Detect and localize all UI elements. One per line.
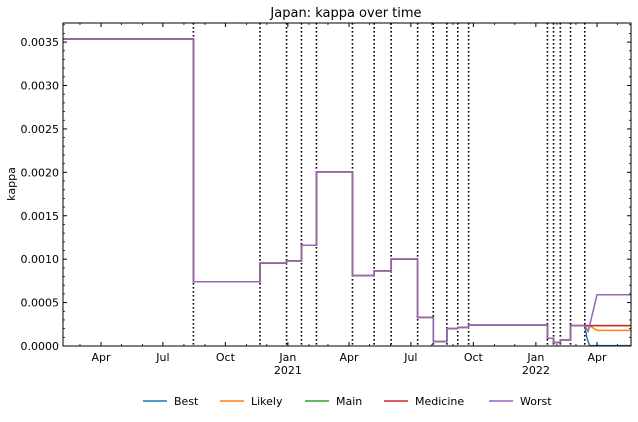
y-tick-label: 0.0015 <box>21 210 60 223</box>
y-tick-label: 0.0005 <box>21 297 60 310</box>
x-tick-label: Oct <box>464 351 484 364</box>
y-tick-label: 0.0025 <box>21 123 60 136</box>
series-line-likely <box>63 38 631 344</box>
chart-title: Japan: kappa over time <box>269 6 421 21</box>
legend-item-main: Main <box>305 395 362 408</box>
y-tick-label: 0.0020 <box>21 166 60 179</box>
legend-label-best: Best <box>174 395 199 408</box>
series-line-medicine <box>63 38 631 344</box>
plot-frame <box>62 22 632 347</box>
x-tick-year-label: 2022 <box>522 364 550 377</box>
legend-label-main: Main <box>336 395 362 408</box>
legend: Best Likely Main Medicine Worst <box>143 395 552 408</box>
x-tick-label: Jul <box>155 351 169 364</box>
plot-layer: 0.0000 0.0005 0.0010 0.0015 0.0020 0.0025 0.00… <box>21 22 632 377</box>
x-tick-label: Apr <box>340 351 360 364</box>
x-tick-year-label: 2021 <box>274 364 302 377</box>
x-tick-label: Apr <box>588 351 608 364</box>
legend-label-worst: Worst <box>520 395 552 408</box>
y-axis-label: kappa <box>5 167 18 201</box>
y-tick-label: 0.0000 <box>21 340 60 353</box>
y-tick-label: 0.0035 <box>21 36 60 49</box>
x-tick-label: Jan <box>526 351 544 364</box>
legend-label-likely: Likely <box>251 395 283 408</box>
x-tick-label: Apr <box>92 351 112 364</box>
x-tick-label: Jul <box>403 351 417 364</box>
legend-label-medicine: Medicine <box>415 395 464 408</box>
series-line-best <box>63 38 631 347</box>
x-tick-label: Jan <box>278 351 296 364</box>
y-tick-label: 0.0010 <box>21 253 60 266</box>
y-tick-label: 0.0030 <box>21 80 60 93</box>
legend-item-likely: Likely <box>220 395 283 408</box>
series-line-main <box>63 38 631 344</box>
legend-item-medicine: Medicine <box>384 395 464 408</box>
legend-item-worst: Worst <box>489 395 552 408</box>
x-tick-label: Oct <box>216 351 236 364</box>
series-line-worst <box>63 38 631 344</box>
legend-item-best: Best <box>143 395 199 408</box>
